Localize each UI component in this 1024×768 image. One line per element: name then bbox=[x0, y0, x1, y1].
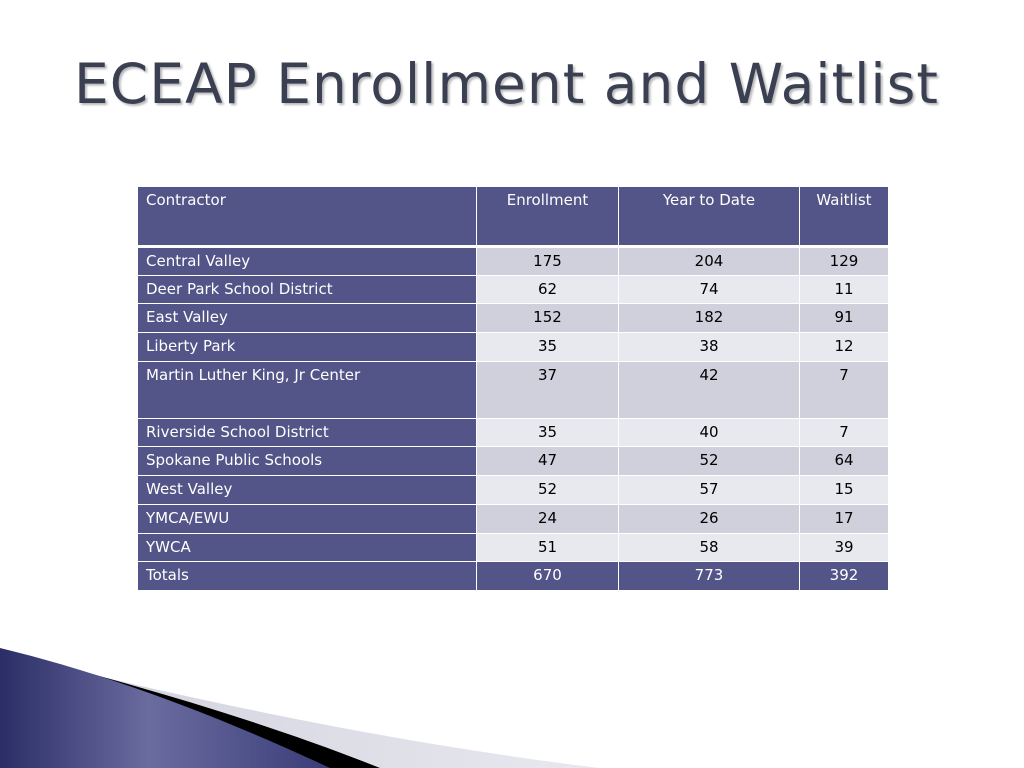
waitlist-cell: 7 bbox=[799, 360, 889, 419]
enrollment-cell: 152 bbox=[476, 303, 619, 334]
ytd-cell: 57 bbox=[618, 475, 800, 505]
header-waitlist: Waitlist bbox=[799, 186, 889, 248]
enrollment-cell: 52 bbox=[476, 475, 619, 505]
contractor-cell: YWCA bbox=[137, 532, 477, 563]
totals-row: Totals 670 773 392 bbox=[137, 561, 889, 591]
enrollment-table: Contractor Enrollment Year to Date Waitl… bbox=[137, 186, 889, 591]
ytd-cell: 52 bbox=[618, 446, 800, 477]
contractor-cell: Deer Park School District bbox=[137, 274, 477, 305]
header-contractor: Contractor bbox=[137, 186, 477, 248]
enrollment-cell: 35 bbox=[476, 417, 619, 448]
table-row: YMCA/EWU 24 26 17 bbox=[137, 503, 889, 534]
waitlist-cell: 11 bbox=[799, 274, 889, 305]
contractor-cell: YMCA/EWU bbox=[137, 503, 477, 534]
contractor-cell: Riverside School District bbox=[137, 417, 477, 448]
waitlist-cell: 39 bbox=[799, 532, 889, 563]
enrollment-cell: 62 bbox=[476, 274, 619, 305]
ytd-cell: 204 bbox=[618, 246, 800, 276]
contractor-cell: West Valley bbox=[137, 475, 477, 505]
enrollment-cell: 51 bbox=[476, 532, 619, 563]
table-row: Riverside School District 35 40 7 bbox=[137, 417, 889, 448]
enrollment-cell: 37 bbox=[476, 360, 619, 419]
waitlist-cell: 91 bbox=[799, 303, 889, 334]
table-row: YWCA 51 58 39 bbox=[137, 532, 889, 563]
ytd-cell: 40 bbox=[618, 417, 800, 448]
contractor-cell: East Valley bbox=[137, 303, 477, 334]
enrollment-cell: 175 bbox=[476, 246, 619, 276]
waitlist-cell: 17 bbox=[799, 503, 889, 534]
ytd-cell: 42 bbox=[618, 360, 800, 419]
table-row: Martin Luther King, Jr Center 37 42 7 bbox=[137, 360, 889, 419]
ytd-cell: 38 bbox=[618, 332, 800, 362]
contractor-cell: Liberty Park bbox=[137, 332, 477, 362]
table-row: Central Valley 175 204 129 bbox=[137, 246, 889, 276]
waitlist-cell: 129 bbox=[799, 246, 889, 276]
table-row: East Valley 152 182 91 bbox=[137, 303, 889, 334]
totals-waitlist: 392 bbox=[799, 561, 889, 591]
enrollment-cell: 24 bbox=[476, 503, 619, 534]
slide-title: ECEAP Enrollment and Waitlist bbox=[74, 52, 939, 116]
table-row: Deer Park School District 62 74 11 bbox=[137, 274, 889, 305]
enrollment-cell: 47 bbox=[476, 446, 619, 477]
header-year-to-date: Year to Date bbox=[618, 186, 800, 248]
contractor-cell: Central Valley bbox=[137, 246, 477, 276]
enrollment-cell: 35 bbox=[476, 332, 619, 362]
totals-label: Totals bbox=[137, 561, 477, 591]
ytd-cell: 26 bbox=[618, 503, 800, 534]
ytd-cell: 74 bbox=[618, 274, 800, 305]
contractor-cell: Martin Luther King, Jr Center bbox=[137, 360, 477, 419]
ytd-cell: 182 bbox=[618, 303, 800, 334]
waitlist-cell: 64 bbox=[799, 446, 889, 477]
table-header-row: Contractor Enrollment Year to Date Waitl… bbox=[137, 186, 889, 248]
table-row: West Valley 52 57 15 bbox=[137, 475, 889, 505]
header-enrollment: Enrollment bbox=[476, 186, 619, 248]
waitlist-cell: 7 bbox=[799, 417, 889, 448]
totals-ytd: 773 bbox=[618, 561, 800, 591]
totals-enrollment: 670 bbox=[476, 561, 619, 591]
waitlist-cell: 15 bbox=[799, 475, 889, 505]
